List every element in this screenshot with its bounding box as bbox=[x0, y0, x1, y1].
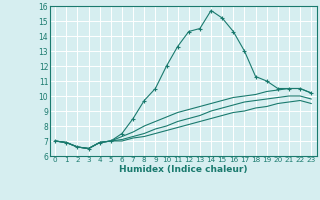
X-axis label: Humidex (Indice chaleur): Humidex (Indice chaleur) bbox=[119, 165, 247, 174]
